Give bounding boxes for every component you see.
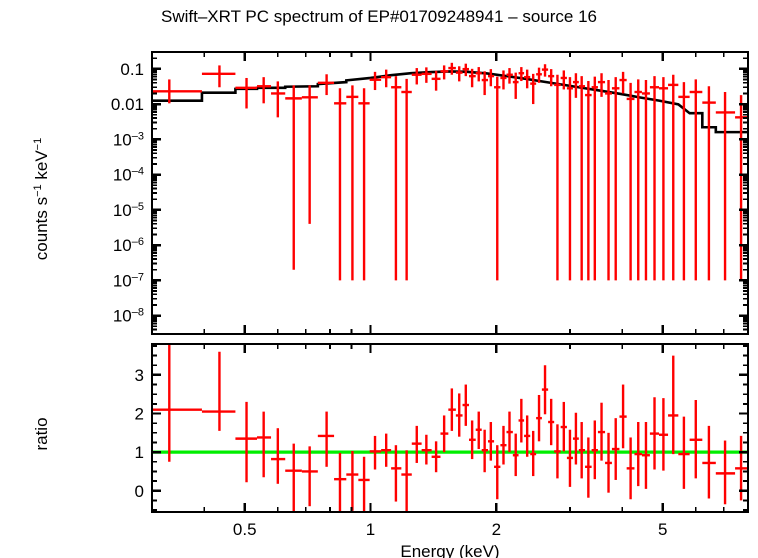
x-axis-label: Energy (keV) bbox=[400, 542, 499, 558]
y-tick-label: 10–7 bbox=[113, 271, 144, 290]
y-tick-label: 0.1 bbox=[120, 60, 144, 79]
ratio-y-tick-label: 0 bbox=[135, 482, 144, 501]
y-tick-label: 0.01 bbox=[111, 95, 144, 114]
ratio-panel-frame bbox=[150, 342, 750, 514]
x-tick-label: 5 bbox=[658, 520, 667, 539]
ratio-data-layer bbox=[152, 344, 748, 512]
y-tick-label: 10–4 bbox=[113, 166, 144, 185]
page-title: Swift–XRT PC spectrum of EP#01709248941 … bbox=[161, 7, 597, 26]
y-tick-label: 10–8 bbox=[113, 307, 144, 326]
spectrum-panel-frame bbox=[150, 50, 750, 336]
model-curve bbox=[152, 70, 748, 134]
y-tick-label: 10–6 bbox=[113, 236, 144, 255]
y-tick-label: 10–3 bbox=[113, 130, 144, 149]
y-axis-label: counts s−1 keV−1 bbox=[32, 138, 51, 260]
x-tick-label: 2 bbox=[492, 520, 501, 539]
ratio-y-tick-label: 2 bbox=[135, 405, 144, 424]
x-tick-label: 1 bbox=[366, 520, 375, 539]
ratio-y-tick-label: 3 bbox=[135, 366, 144, 385]
ratio-y-tick-label: 1 bbox=[135, 443, 144, 462]
x-tick-label: 0.5 bbox=[233, 520, 257, 539]
spectrum-data-layer bbox=[152, 62, 748, 281]
y-tick-label: 10–5 bbox=[113, 201, 144, 220]
ratio-axis-label: ratio bbox=[32, 417, 51, 450]
